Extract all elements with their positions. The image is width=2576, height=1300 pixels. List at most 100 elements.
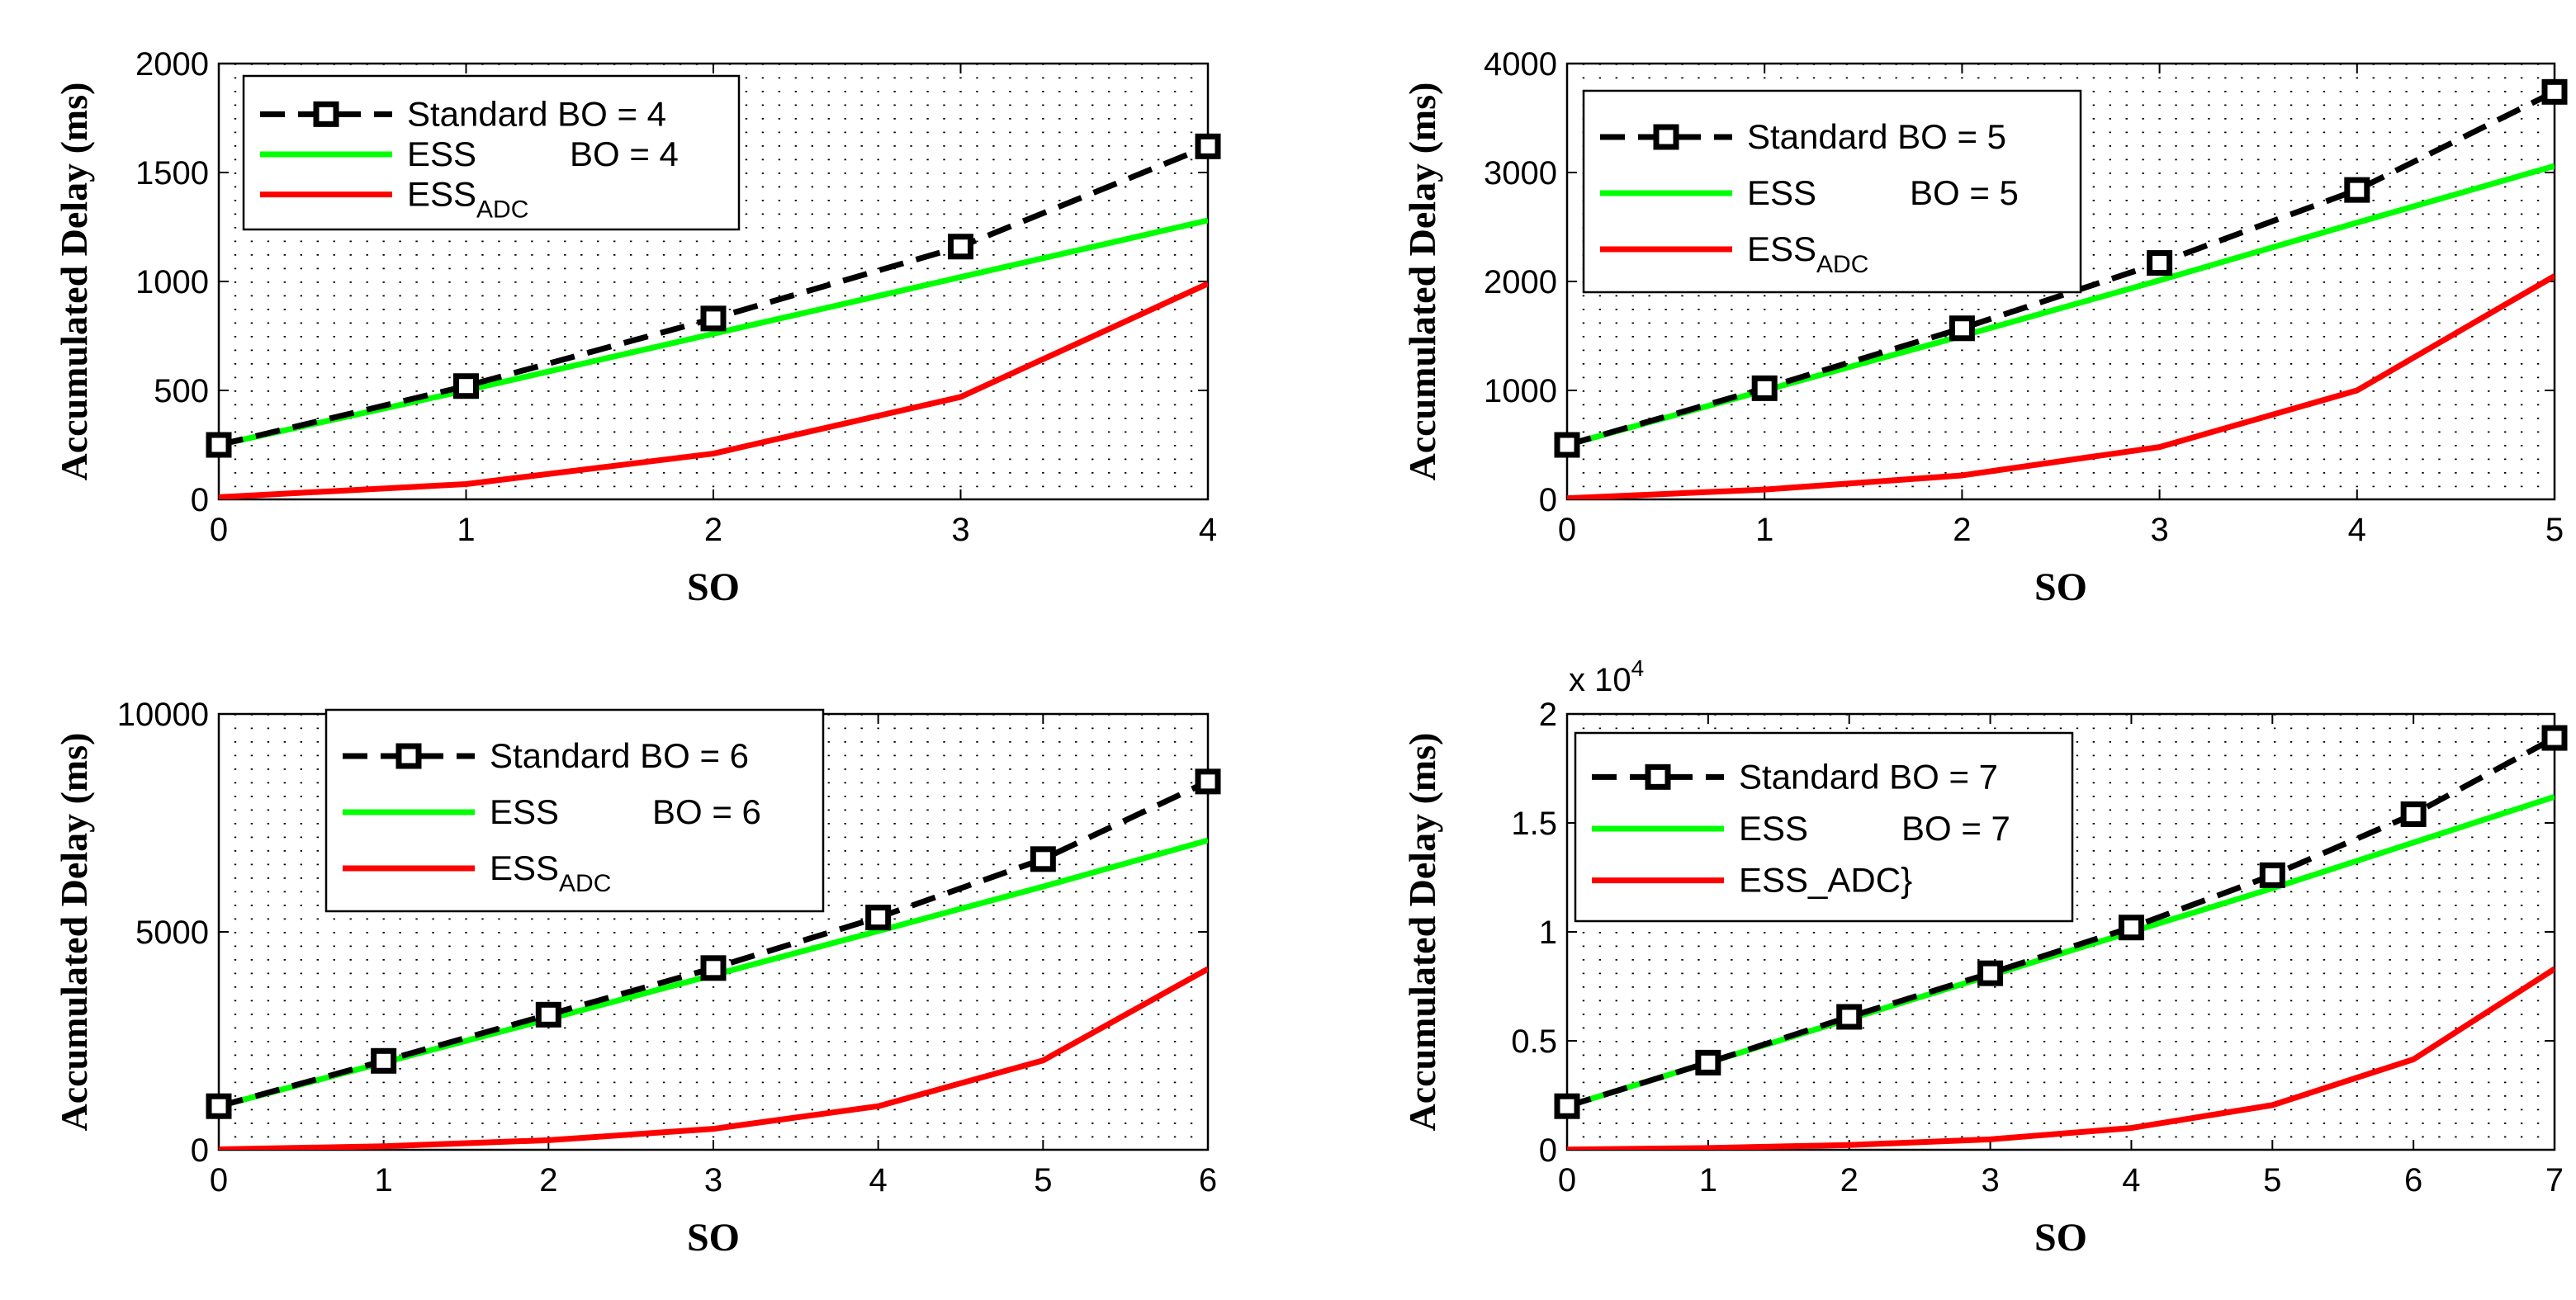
subplot-3: 0 5000 10000 0 1 2 3 4 5 6 Accumulated Delay (ms) S… xyxy=(53,697,1221,1260)
legend-label-ess: ESS xyxy=(407,135,476,173)
x-tick-label: 2 xyxy=(704,512,722,548)
data-point-standard xyxy=(948,234,973,260)
y-tick-label: 2 xyxy=(1539,697,1557,733)
subplot-2: 0 1000 2000 3000 4000 0 1 2 3 4 5 Accumulated Delay… xyxy=(1401,46,2568,609)
x-tick-label: 1 xyxy=(375,1162,393,1198)
x-tick-label: 7 xyxy=(2545,1162,2564,1198)
legend-label-standard: Standard BO = 5 xyxy=(1747,117,2006,156)
data-point-standard xyxy=(1836,1004,1863,1030)
y-tick-label: 1000 xyxy=(135,264,209,300)
y-axis-multiplier-exponent: 4 xyxy=(1631,655,1645,681)
x-tick-label: 2 xyxy=(1953,512,1971,548)
x-tick-label: 0 xyxy=(210,512,228,548)
x-tick-label: 5 xyxy=(1034,1162,1052,1198)
x-tick-label: 4 xyxy=(2348,512,2366,548)
x-tick-label: 5 xyxy=(2545,512,2564,548)
y-tick-label: 3000 xyxy=(1484,155,1557,191)
data-point-standard xyxy=(1195,133,1221,159)
y-tick-label: 2000 xyxy=(135,46,209,83)
x-axis-label: SO xyxy=(2034,565,2087,609)
x-tick-label: 0 xyxy=(210,1162,228,1198)
legend-marker-standard xyxy=(313,101,339,127)
x-tick-label: 1 xyxy=(457,512,475,548)
x-tick-label: 1 xyxy=(1755,512,1773,548)
dotted-grid xyxy=(234,714,1193,1150)
data-point-standard xyxy=(535,1001,561,1028)
legend-label-extra: BO = 5 xyxy=(1910,173,2019,212)
x-tick-label: 3 xyxy=(704,1162,722,1198)
y-tick-label: 1.5 xyxy=(1511,806,1557,842)
x-axis-label: SO xyxy=(687,565,740,609)
series-line-adc xyxy=(1567,966,2555,1150)
y-tick-label: 0 xyxy=(191,482,209,518)
y-axis-label: Accumulated Delay (ms) xyxy=(1401,83,1443,481)
x-axis-label: SO xyxy=(687,1216,740,1260)
x-tick-label: 3 xyxy=(1981,1162,1999,1198)
data-point-standard xyxy=(1695,1049,1721,1075)
data-point-standard xyxy=(1195,768,1221,795)
y-axis-label: Accumulated Delay (ms) xyxy=(53,83,95,481)
y-tick-label: 2000 xyxy=(1484,264,1557,300)
x-axis-label: SO xyxy=(2034,1216,2087,1260)
legend-label-subscript: ADC xyxy=(559,870,611,897)
legend-label-ess: ESS xyxy=(1739,809,1808,848)
data-point-standard xyxy=(2259,862,2285,888)
legend-label-standard: Standard BO = 7 xyxy=(1739,757,1998,796)
y-tick-label: 10000 xyxy=(117,697,209,733)
x-tick-label: 2 xyxy=(539,1162,557,1198)
x-tick-label: 3 xyxy=(2150,512,2168,548)
legend-label-extra: BO = 7 xyxy=(1901,809,2010,848)
x-tick-label: 3 xyxy=(951,512,969,548)
legend-label-standard: Standard BO = 6 xyxy=(490,736,749,775)
legend-label-extra: BO = 6 xyxy=(652,792,761,831)
y-tick-label: 1500 xyxy=(135,155,209,191)
data-point-standard xyxy=(206,432,232,458)
y-tick-label: 0 xyxy=(1539,1132,1557,1169)
y-tick-label: 5000 xyxy=(135,915,209,951)
data-point-standard xyxy=(700,305,727,332)
legend-label-ess: ESS xyxy=(1747,173,1816,212)
x-tick-label: 6 xyxy=(2404,1162,2422,1198)
legend-label-extra: BO = 4 xyxy=(570,135,679,173)
data-point-standard xyxy=(2118,915,2144,941)
data-point-standard xyxy=(1554,432,1580,458)
data-point-standard xyxy=(2541,78,2568,105)
y-tick-label: 0 xyxy=(191,1132,209,1169)
data-point-standard xyxy=(2541,725,2568,751)
series-line-standard xyxy=(1567,89,2555,448)
data-point-standard xyxy=(371,1047,397,1074)
y-axis-multiplier: x 104 xyxy=(1569,655,1644,698)
x-tick-label: 6 xyxy=(1199,1162,1217,1198)
data-point-standard xyxy=(453,373,479,399)
data-point-standard xyxy=(206,1093,232,1119)
x-tick-label: 5 xyxy=(2263,1162,2281,1198)
legend-label-ess: ESS xyxy=(490,792,559,831)
legend-label-subscript: ADC xyxy=(1816,251,1868,278)
plot-lines xyxy=(1567,735,2555,1150)
series-line-standard xyxy=(1567,735,2555,1109)
data-point-standard xyxy=(1751,375,1778,401)
legend-label-adc: ESS_ADC} xyxy=(1739,861,1912,900)
legend-label-subscript: ADC xyxy=(476,196,528,224)
data-point-standard xyxy=(1030,846,1056,872)
x-tick-label: 2 xyxy=(1840,1162,1859,1198)
y-tick-label: 0 xyxy=(1539,482,1557,518)
data-point-standard xyxy=(865,905,892,931)
subplot-4: 0 0.5 1 1.5 2 0 1 2 3 4 5 6 7 x 104 Accumulated Delay … xyxy=(1401,655,2568,1260)
data-point-standard xyxy=(1977,960,2004,986)
x-tick-label: 0 xyxy=(1558,1162,1576,1198)
legend-label-standard: Standard BO = 4 xyxy=(407,94,666,133)
x-tick-label: 1 xyxy=(1699,1162,1717,1198)
legend-marker-standard xyxy=(1653,124,1679,150)
x-tick-label: 4 xyxy=(1199,512,1217,548)
data-point-standard xyxy=(700,955,727,981)
series-line-adc xyxy=(1567,273,2555,499)
legend-marker-standard xyxy=(1645,763,1671,790)
y-tick-label: 0.5 xyxy=(1511,1023,1557,1060)
y-tick-label: 500 xyxy=(154,373,209,409)
data-point-standard xyxy=(1554,1093,1580,1119)
